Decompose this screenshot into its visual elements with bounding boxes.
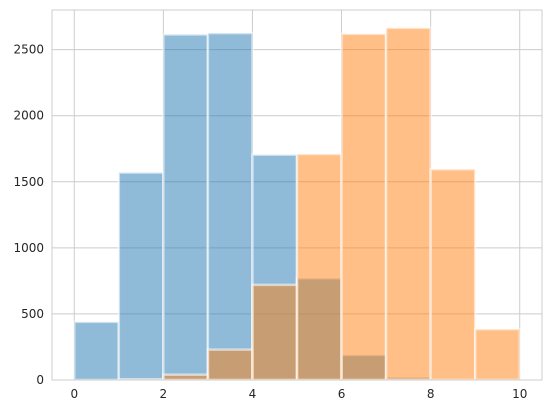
histogram-bar xyxy=(73,320,121,382)
axes-frame xyxy=(51,9,543,381)
x-tick-label: 10 xyxy=(512,387,527,401)
histogram-bar xyxy=(206,348,254,382)
histogram-series-2 xyxy=(117,26,521,382)
x-tick-label: 4 xyxy=(249,387,257,401)
y-tick-label: 0 xyxy=(36,373,44,387)
y-tick-label: 1000 xyxy=(13,241,44,255)
histogram-bar xyxy=(251,283,299,382)
histogram-bar xyxy=(295,152,343,382)
histogram-bar xyxy=(473,327,521,382)
histogram-bar xyxy=(162,33,210,382)
histogram-bar xyxy=(117,171,165,382)
histogram-bars xyxy=(73,26,521,382)
x-tick-label: 2 xyxy=(160,387,168,401)
tick-labels: 0 2 4 6 8 10 0 500 1000 1500 2000 2500 xyxy=(13,43,527,401)
plot-frame xyxy=(51,9,543,381)
y-tick-label: 500 xyxy=(21,307,44,321)
y-tick-label: 2500 xyxy=(13,43,44,57)
histogram-bar xyxy=(340,32,388,382)
y-tick-label: 1500 xyxy=(13,175,44,189)
x-tick-label: 0 xyxy=(70,387,78,401)
x-tick-label: 6 xyxy=(338,387,346,401)
histogram-bar xyxy=(162,373,210,382)
histogram-bar xyxy=(429,167,477,382)
histogram-bar xyxy=(206,31,254,382)
y-tick-label: 2000 xyxy=(13,109,44,123)
histogram-bar xyxy=(384,26,432,382)
x-tick-label: 8 xyxy=(427,387,435,401)
